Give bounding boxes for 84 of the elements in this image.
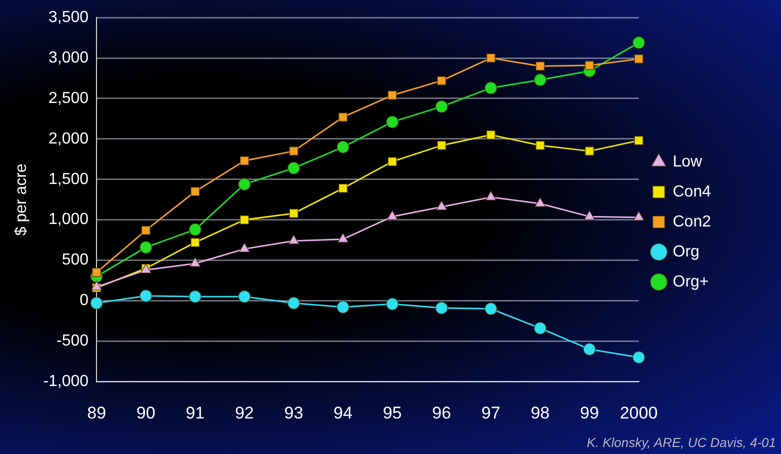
x-tick-label: 89 <box>87 403 106 422</box>
y-tick-label: 500 <box>62 252 89 269</box>
x-tick-label: 92 <box>234 403 254 422</box>
point <box>632 36 646 50</box>
legend-label: Con2 <box>672 213 712 230</box>
point <box>386 210 398 220</box>
point <box>287 296 300 310</box>
point <box>534 73 547 86</box>
point <box>189 257 201 267</box>
x-tick-label: 97 <box>481 403 500 422</box>
point <box>90 296 104 310</box>
point <box>436 76 446 86</box>
x-tick-label: 93 <box>284 403 304 422</box>
point <box>485 190 497 201</box>
legend-label: Con4 <box>672 183 712 200</box>
point <box>436 140 446 150</box>
point <box>634 54 644 64</box>
point <box>388 90 398 100</box>
point <box>534 197 546 208</box>
point <box>240 215 250 225</box>
point <box>139 240 152 254</box>
point <box>632 350 646 364</box>
y-tick-label: 3,000 <box>48 49 89 66</box>
y-axis-title: $ per acre <box>13 163 30 236</box>
point <box>484 81 498 94</box>
point <box>535 140 545 150</box>
point <box>386 115 399 128</box>
x-tick-label: 94 <box>334 403 352 422</box>
y-tick-label: 2,000 <box>48 130 89 148</box>
point <box>336 140 350 154</box>
point <box>634 136 644 146</box>
point <box>584 210 596 220</box>
point <box>338 184 348 194</box>
point <box>436 200 448 210</box>
point <box>584 146 594 156</box>
x-tick-label: 90 <box>136 403 156 422</box>
point <box>535 61 545 71</box>
point <box>238 242 250 252</box>
text: K. Klonsky, ARE, UC Davis, 4-01 <box>586 435 776 450</box>
point <box>633 210 644 221</box>
point <box>288 234 300 244</box>
y-tick-label: 1,500 <box>48 170 89 188</box>
point <box>287 162 300 175</box>
point <box>139 289 152 302</box>
y-tick-label: 2,500 <box>48 90 89 107</box>
y-tick-label: -500 <box>56 332 89 350</box>
point <box>188 223 202 236</box>
point <box>90 280 102 290</box>
point <box>435 100 448 114</box>
legend-label: Org+ <box>672 273 709 290</box>
point <box>484 302 498 316</box>
point <box>288 208 298 218</box>
point <box>238 178 251 191</box>
point <box>188 290 202 304</box>
point <box>582 342 596 356</box>
point <box>534 322 547 335</box>
point <box>337 232 349 243</box>
x-tick-label: 95 <box>382 403 402 422</box>
y-tick-label: 0 <box>80 292 89 310</box>
point <box>486 130 496 140</box>
point <box>388 156 398 166</box>
x-tick-label: 91 <box>186 403 205 422</box>
y-tick-label: 3,500 <box>48 9 89 26</box>
point <box>336 300 350 314</box>
legend-label: Org <box>672 243 700 260</box>
x-tick-label: 2000 <box>620 403 658 422</box>
y-tick-label: -1,000 <box>43 373 89 390</box>
point <box>338 112 348 122</box>
point <box>92 268 102 278</box>
point <box>141 226 151 236</box>
x-tick-label: 99 <box>580 403 599 422</box>
y-tick-label: 1,000 <box>48 211 89 228</box>
point <box>238 290 251 304</box>
legend-label: Low <box>672 153 703 170</box>
point <box>486 53 496 63</box>
point <box>190 238 200 248</box>
point <box>288 146 298 156</box>
point <box>190 186 200 196</box>
x-tick-label: 98 <box>530 403 550 422</box>
point <box>435 301 448 314</box>
point <box>240 156 250 166</box>
point <box>584 60 594 70</box>
x-tick-label: 96 <box>432 403 452 422</box>
point <box>386 297 399 310</box>
